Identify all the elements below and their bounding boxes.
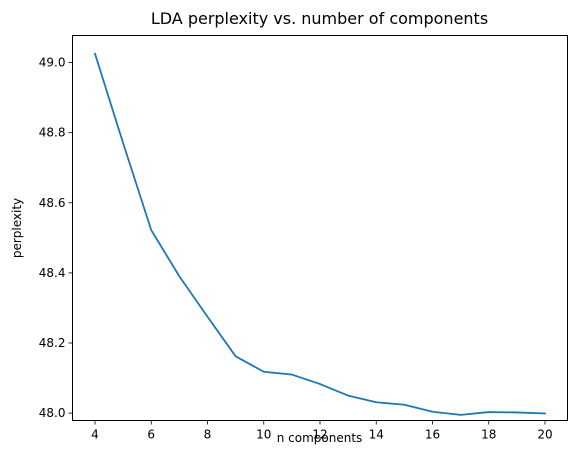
x-tick-label: 14 (369, 428, 384, 442)
y-tick-label: 48.2 (39, 336, 66, 350)
y-tick-label: 48.6 (39, 196, 66, 210)
y-tick-label: 48.4 (39, 266, 66, 280)
y-axis-label: perplexity (10, 198, 24, 258)
chart-title: LDA perplexity vs. number of components (151, 9, 488, 28)
y-axis: 48.0 48.2 48.4 48.6 48.8 49.0 (39, 55, 73, 420)
x-tick-label: 6 (147, 428, 155, 442)
x-tick-label: 18 (481, 428, 496, 442)
x-tick-label: 16 (425, 428, 440, 442)
y-tick-label: 48.0 (39, 406, 66, 420)
plot-area (93, 52, 546, 416)
x-tick-label: 10 (256, 428, 271, 442)
x-tick-label: 4 (91, 428, 99, 442)
y-tick-label: 48.8 (39, 126, 66, 140)
x-axis-label: n components (277, 431, 363, 445)
x-tick-label: 20 (537, 428, 552, 442)
x-tick-label: 8 (204, 428, 212, 442)
x-axis: 4 6 8 10 12 14 16 18 20 (91, 420, 553, 442)
y-tick-label: 49.0 (39, 55, 66, 69)
plot-frame (72, 35, 568, 421)
x-tick-label: 12 (312, 428, 327, 442)
series-line-0 (93, 52, 546, 416)
